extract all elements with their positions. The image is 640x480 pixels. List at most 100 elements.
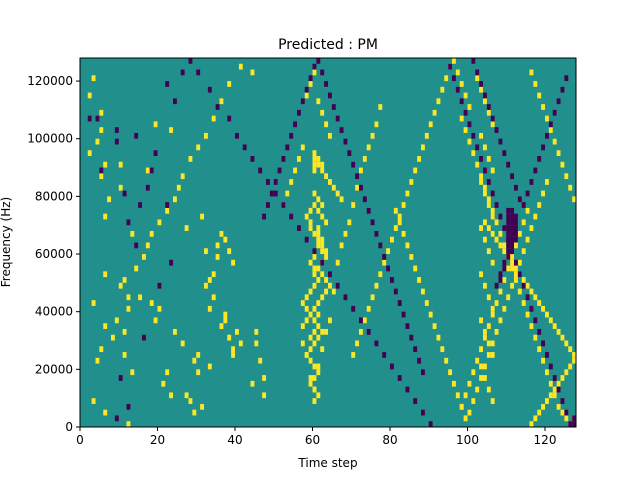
heatmap-cell-high (312, 190, 317, 197)
heatmap-cell-high (490, 207, 495, 214)
heatmap-cell-high (459, 81, 464, 87)
heatmap-cell-low (514, 184, 518, 191)
heatmap-cell-low (382, 352, 387, 358)
heatmap-cell-high (351, 202, 356, 208)
heatmap-cell-high (316, 265, 321, 272)
x-tick-label: 20 (150, 433, 165, 447)
heatmap-cell-high (490, 121, 495, 128)
heatmap-cell-high (556, 403, 561, 410)
heatmap-cell-low (510, 213, 515, 220)
heatmap-cell-high (192, 357, 197, 364)
heatmap-cell-high (235, 328, 239, 335)
heatmap-cell-high (297, 156, 301, 162)
heatmap-cell-low (506, 225, 511, 231)
heatmap-cell-high (215, 254, 220, 260)
heatmap-cell-high (463, 127, 468, 133)
heatmap-cell-high (145, 242, 150, 249)
heatmap-cell-high (335, 190, 340, 197)
heatmap-cell-high (312, 254, 317, 260)
heatmap-cell-high (517, 230, 522, 237)
heatmap-cell-high (328, 317, 332, 324)
heatmap-cell-high (417, 277, 422, 283)
heatmap-cell-high (486, 248, 491, 255)
heatmap-cell-high (211, 271, 216, 278)
heatmap-cell-high (533, 81, 538, 87)
heatmap-cell-low (452, 75, 456, 82)
heatmap-cell-high (308, 207, 313, 214)
heatmap-cell-high (308, 311, 313, 318)
heatmap-cell-low (335, 282, 340, 289)
heatmap-cell-high (300, 144, 305, 151)
heatmap-cell-high (498, 288, 503, 295)
heatmap-cell-high (502, 248, 507, 255)
heatmap-cell-low (126, 403, 131, 410)
heatmap-cell-low (87, 115, 92, 122)
heatmap-cell-low (145, 184, 150, 191)
heatmap-cell-high (366, 144, 371, 151)
heatmap-cell-low (490, 190, 495, 197)
heatmap-cell-high (483, 236, 487, 243)
heatmap-cell-high (541, 305, 546, 312)
heatmap-cell-low (114, 138, 119, 145)
heatmap-cell-high (118, 161, 123, 168)
heatmap-cell-low (165, 202, 170, 208)
heatmap-cell-high (316, 207, 321, 214)
heatmap-cell-high (324, 173, 329, 180)
heatmap-cell-high (545, 369, 549, 376)
heatmap-cell-low (386, 265, 391, 272)
heatmap-cell-low (405, 323, 410, 329)
heatmap-cell-high (552, 392, 557, 399)
heatmap-cell-high (304, 294, 309, 301)
heatmap-cell-low (142, 334, 146, 341)
heatmap-cell-low (498, 271, 503, 278)
heatmap-cell-high (331, 184, 336, 191)
heatmap-cell-high (413, 167, 418, 174)
heatmap-cell-low (494, 127, 499, 133)
heatmap-cell-low (374, 340, 379, 347)
heatmap-cell-high (223, 317, 228, 324)
heatmap-cell-high (428, 121, 433, 128)
heatmap-cell-low (506, 230, 511, 237)
heatmap-cell-low (545, 352, 549, 358)
heatmap-cell-low (242, 144, 247, 151)
heatmap-cell-high (421, 144, 425, 151)
heatmap-cell-high (560, 161, 565, 168)
heatmap-cell-low (374, 230, 379, 237)
heatmap-cell-low (471, 132, 476, 139)
heatmap-cell-low (459, 98, 464, 105)
heatmap-cell-low (331, 104, 336, 110)
heatmap-cell-high (118, 282, 123, 289)
heatmap-cell-high (130, 369, 135, 376)
heatmap-cell-high (498, 230, 503, 237)
heatmap-cell-high (448, 369, 453, 376)
heatmap-cell-low (494, 282, 499, 289)
heatmap-cell-high (537, 346, 542, 353)
heatmap-cell-high (219, 230, 224, 237)
heatmap-cell-high (467, 104, 472, 110)
heatmap-cell-high (405, 190, 410, 197)
heatmap-cell-high (533, 334, 538, 341)
heatmap-cell-high (347, 219, 352, 226)
heatmap-cell-low (498, 138, 503, 145)
heatmap-cell-high (149, 300, 154, 306)
heatmap-cell-low (533, 167, 538, 174)
heatmap-cell-high (483, 144, 487, 151)
heatmap-cell-high (173, 196, 177, 203)
heatmap-cell-low (362, 196, 367, 203)
heatmap-cell-high (149, 230, 154, 237)
heatmap-cell-low (149, 167, 154, 174)
heatmap-cell-high (204, 282, 208, 289)
heatmap-cell-high (304, 352, 309, 358)
heatmap-cell-low (250, 156, 255, 162)
heatmap-cell-low (165, 81, 170, 87)
heatmap-cell-high (564, 369, 569, 376)
heatmap-cell-high (184, 225, 189, 231)
heatmap-cell-low (498, 213, 503, 220)
x-tick-label: 60 (305, 433, 320, 447)
heatmap-cell-high (316, 363, 321, 370)
heatmap-cell-low (277, 167, 282, 174)
heatmap-cell-high (490, 398, 495, 404)
heatmap-cell-high (560, 334, 565, 341)
heatmap-cell-high (517, 259, 522, 266)
heatmap-cell-low (138, 202, 143, 208)
